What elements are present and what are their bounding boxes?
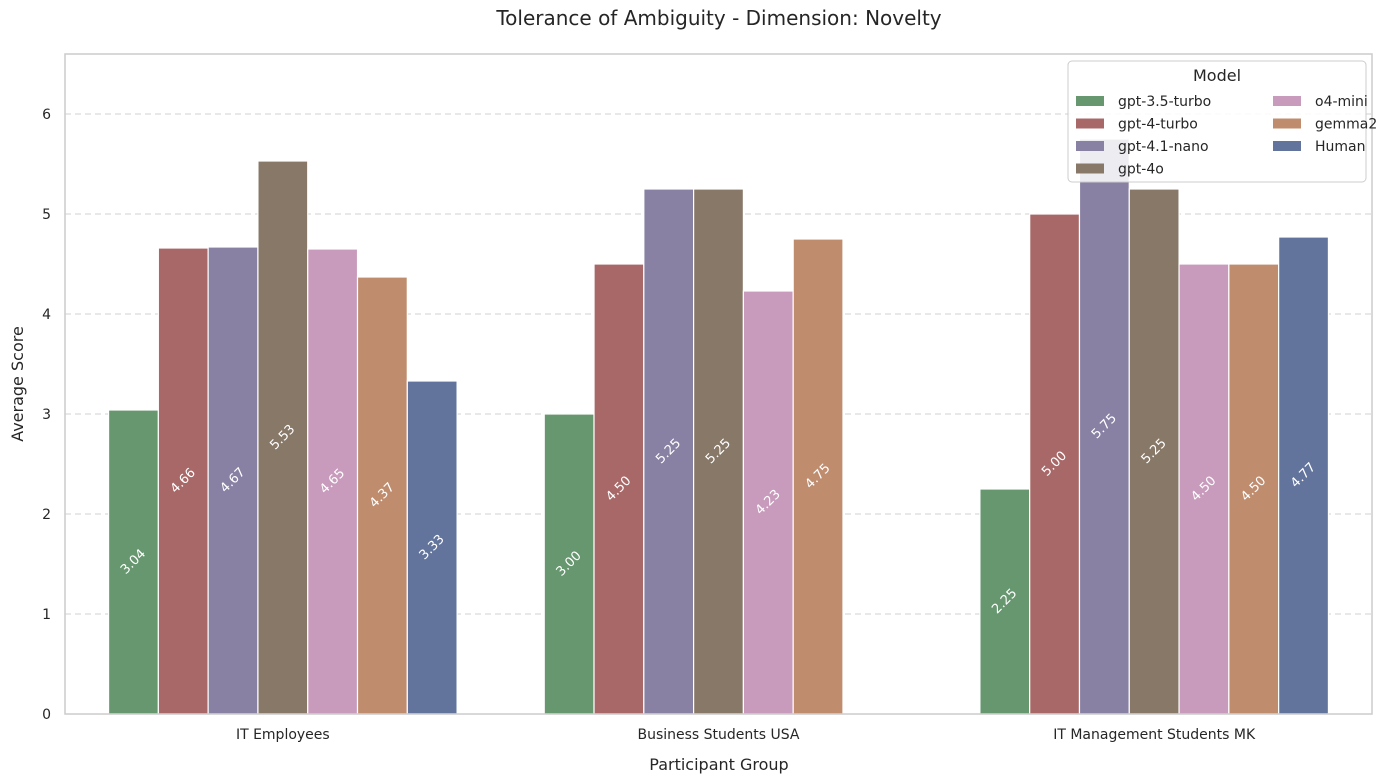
- bar: [207, 246, 259, 715]
- y-tick-label: 2: [42, 507, 51, 523]
- legend-swatch: [1273, 141, 1301, 151]
- legend-swatch: [1076, 118, 1104, 129]
- legend-swatch: [1076, 141, 1104, 151]
- y-tick-label: 3: [42, 407, 51, 423]
- x-tick-label: IT Management Students MK: [1053, 727, 1256, 743]
- legend-swatch: [1273, 118, 1301, 129]
- bar: [1228, 263, 1280, 715]
- legend-label: gemma2: [1315, 117, 1377, 133]
- legend-box: [1067, 60, 1367, 183]
- y-tick-label: 4: [42, 307, 51, 323]
- legend-swatch: [1076, 96, 1104, 106]
- bar: [792, 238, 844, 715]
- bar: [742, 290, 794, 715]
- legend-label: gpt-4-turbo: [1118, 117, 1198, 133]
- x-tick-label: Business Students USA: [637, 727, 799, 743]
- y-tick-label: 5: [42, 207, 51, 223]
- x-tick-label: IT Employees: [236, 727, 330, 743]
- chart-title: Tolerance of Ambiguity - Dimension: Nove…: [495, 6, 941, 30]
- legend-swatch: [1076, 163, 1104, 174]
- bar: [406, 380, 458, 715]
- bar: [593, 263, 645, 715]
- legend-label: o4-mini: [1315, 94, 1368, 110]
- y-ticks: 0 1 2 3 4 5 6: [42, 107, 51, 723]
- y-axis-label: Average Score: [8, 326, 27, 442]
- bar: [157, 247, 209, 715]
- legend-title: Model: [1193, 66, 1241, 85]
- bar: [1128, 188, 1180, 715]
- legend-label: gpt-3.5-turbo: [1118, 94, 1211, 110]
- bar: [543, 413, 595, 715]
- legend-swatch: [1273, 96, 1301, 106]
- y-tick-label: 1: [42, 607, 51, 623]
- y-tick-label: 0: [42, 707, 51, 723]
- plot-frame: [64, 53, 1373, 715]
- legend-label: Human: [1315, 139, 1366, 155]
- legend-items: gpt-3.5-turbo gpt-4-turbo gpt-4.1-nano gpt-…: [1076, 94, 1377, 178]
- legend-label: gpt-4.1-nano: [1118, 139, 1209, 155]
- y-tick-label: 6: [42, 107, 51, 123]
- x-ticks: IT Employees Business Students USA IT Mana…: [236, 727, 1256, 743]
- x-axis-label: Participant Group: [649, 755, 788, 774]
- legend: Model gpt-3.5-turbo gpt-4-turbo gpt-4.1-na…: [1067, 60, 1377, 183]
- legend-label: gpt-4o: [1118, 162, 1164, 178]
- bar: [693, 188, 744, 715]
- bars: 3.044.66 4.675.534.65 4.373.333.004.505.25…: [107, 138, 1330, 715]
- bar: [107, 409, 159, 715]
